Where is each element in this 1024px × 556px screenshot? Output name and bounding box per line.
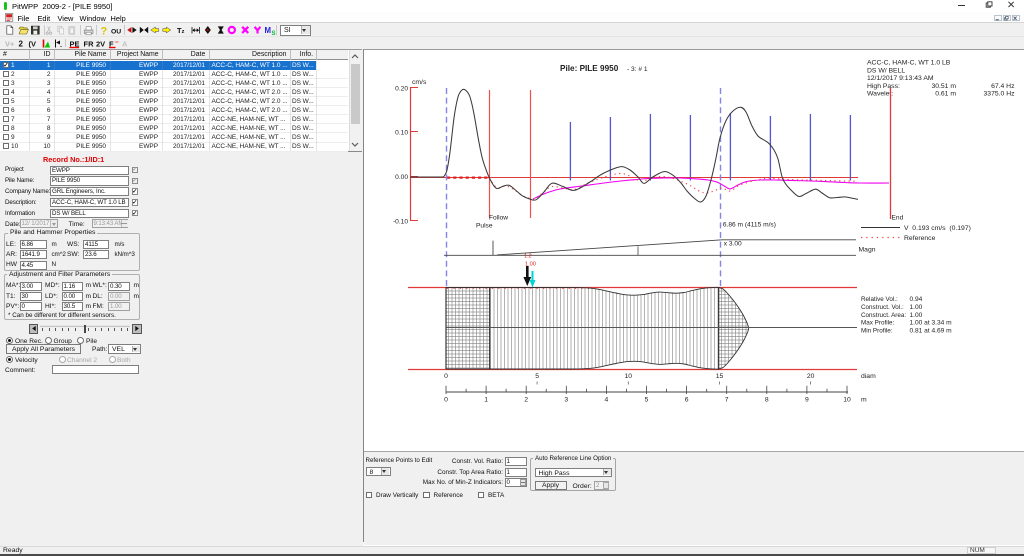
svg-text:F: F [109,39,114,48]
svg-text:2V: 2V [96,39,105,48]
svg-text:?: ? [101,26,108,38]
svg-text:A: A [122,39,128,48]
svg-text:2: 2 [19,39,24,48]
svg-text:OU: OU [111,29,121,36]
svg-text:FR: FR [84,39,95,48]
svg-text:V+: V+ [5,39,15,48]
svg-text:M: M [265,26,272,35]
svg-text:(V: (V [29,39,37,48]
svg-text:PE: PE [70,39,80,48]
svg-text:S: S [272,31,276,37]
svg-text:Tz: Tz [177,26,185,35]
